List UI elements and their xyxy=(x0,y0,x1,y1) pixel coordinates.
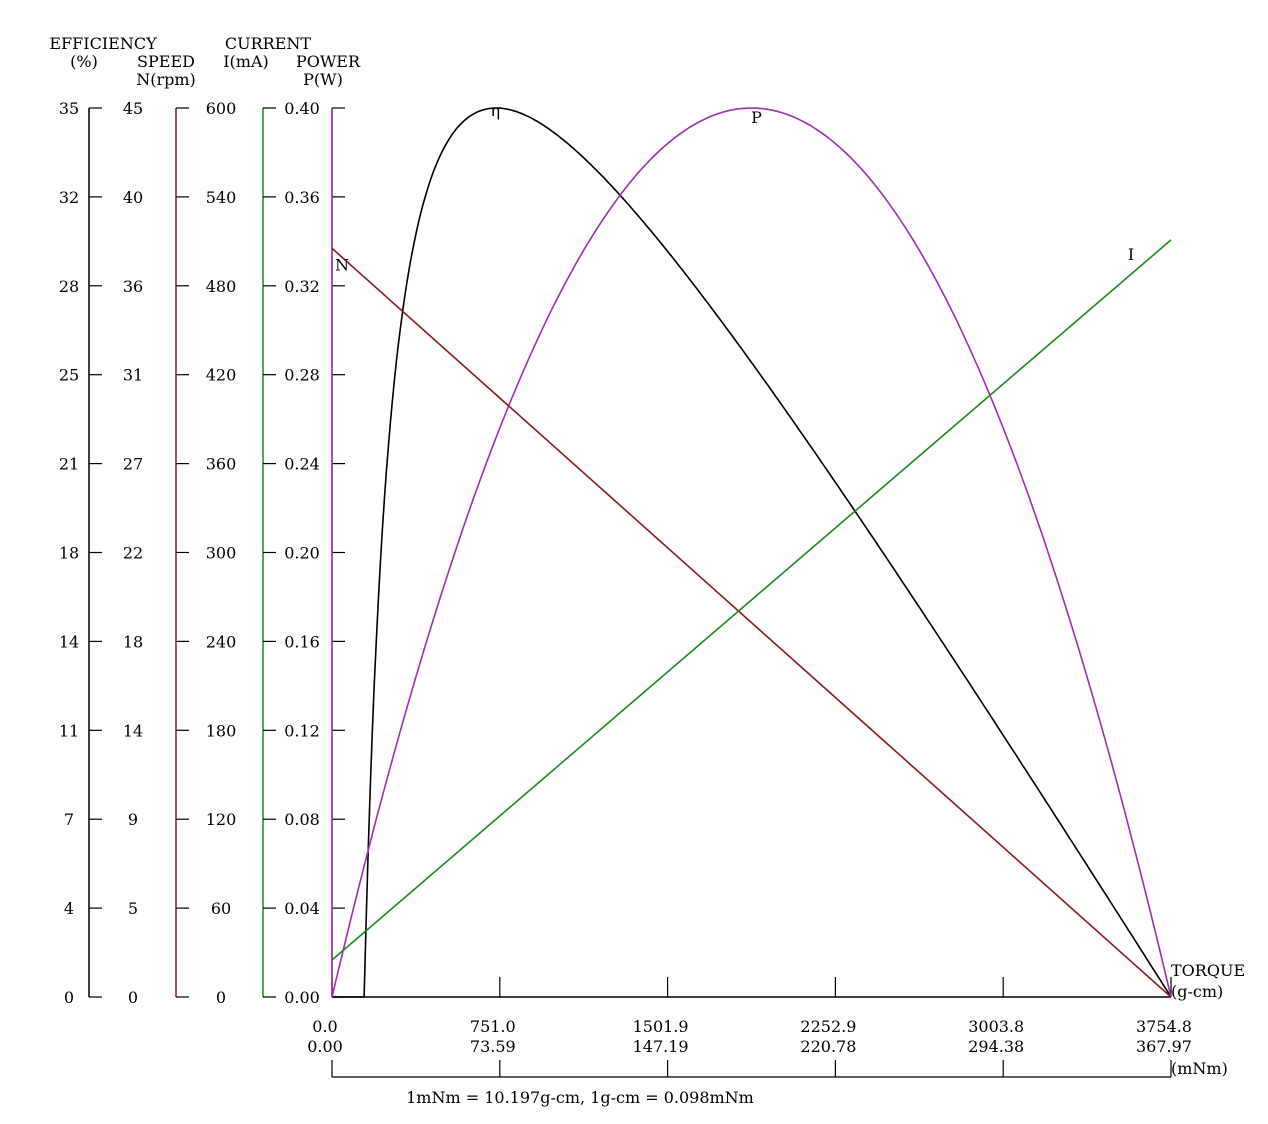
speed-tick-label: 22 xyxy=(123,544,143,563)
torque-mnm-unit: (mNm) xyxy=(1171,1059,1228,1078)
power-tick-label: 0.24 xyxy=(284,455,320,474)
current-tick-label: 480 xyxy=(206,277,237,296)
current-tick-label: 600 xyxy=(206,99,237,118)
current-axis-title-line-2: I(mA) xyxy=(223,52,269,71)
series-efficiency-curve xyxy=(332,107,1172,998)
power-tick-label: 0.00 xyxy=(284,988,320,1007)
unit-conversion-note: 1mNm = 10.197g-cm, 1g-cm = 0.098mNm xyxy=(406,1088,754,1107)
speed-tick-label: 9 xyxy=(128,810,138,829)
power-tick-label: 0.32 xyxy=(284,277,320,296)
series-power-curve xyxy=(331,107,1172,998)
torque-gcm-tick-label: 2252.9 xyxy=(800,1017,856,1036)
power-axis-title-line-2: P(W) xyxy=(303,70,343,89)
efficiency-tick-label: 11 xyxy=(59,721,79,740)
labels-layer: EFFICIENCY(%) 0 4 7 11 14 18 21 25 28 32 35 SPEEDN(r… xyxy=(49,34,1245,1107)
speed-tick-label: 45 xyxy=(123,99,143,118)
power-tick-label: 0.12 xyxy=(284,721,320,740)
current-tick-label: 60 xyxy=(211,899,231,918)
speed-tick-label: 36 xyxy=(123,277,143,296)
curves-layer xyxy=(331,107,1172,998)
speed-axis-title-line-2: N(rpm) xyxy=(136,70,196,89)
current-tick-label: 240 xyxy=(206,632,237,651)
efficiency-tick-label: 21 xyxy=(59,455,79,474)
efficiency-tick-label: 4 xyxy=(64,899,74,918)
torque-gcm-tick-label: 3754.8 xyxy=(1136,1017,1192,1036)
power-tick-label: 0.40 xyxy=(284,99,320,118)
series-current-curve xyxy=(331,239,1172,961)
power-tick-label: 0.16 xyxy=(284,632,320,651)
power-tick-label: 0.08 xyxy=(284,810,320,829)
efficiency-tick-label: 25 xyxy=(59,366,79,385)
current-axis-title-line-1: CURRENT xyxy=(225,34,312,53)
speed-tick-label: 40 xyxy=(123,188,143,207)
power-tick-label: 0.36 xyxy=(284,188,320,207)
power-tick-label: 0.04 xyxy=(284,899,320,918)
torque-mnm-tick-label: 220.78 xyxy=(800,1037,856,1056)
current-tick-label: 300 xyxy=(206,544,237,563)
efficiency-tick-label: 35 xyxy=(59,99,79,118)
series-speed-label: N xyxy=(335,255,349,274)
torque-gcm-tick-label: 1501.9 xyxy=(633,1017,689,1036)
efficiency-tick-label: 7 xyxy=(64,810,74,829)
efficiency-tick-label: 32 xyxy=(59,188,79,207)
torque-mnm-tick-label: 73.59 xyxy=(470,1037,516,1056)
torque-gcm-tick-label: 0.0 xyxy=(312,1017,337,1036)
power-tick-label: 0.28 xyxy=(284,366,320,385)
series-speed-curve xyxy=(331,247,1172,998)
efficiency-tick-label: 18 xyxy=(59,544,79,563)
series-current-label: I xyxy=(1128,245,1134,264)
speed-tick-label: 27 xyxy=(123,455,143,474)
power-tick-label: 0.20 xyxy=(284,544,320,563)
efficiency-axis-title-line-1: EFFICIENCY xyxy=(49,34,157,53)
current-tick-label: 120 xyxy=(206,810,237,829)
efficiency-tick-label: 14 xyxy=(59,632,79,651)
torque-mnm-tick-label: 147.19 xyxy=(633,1037,689,1056)
efficiency-axis-title-line-2: (%) xyxy=(70,52,98,71)
current-tick-label: 540 xyxy=(206,188,237,207)
current-tick-label: 360 xyxy=(206,455,237,474)
torque-gcm-tick-label: 751.0 xyxy=(470,1017,516,1036)
torque-mnm-tick-label: 367.97 xyxy=(1136,1037,1192,1056)
current-tick-label: 0 xyxy=(216,988,226,1007)
torque-axis-title: TORQUE xyxy=(1171,961,1245,980)
torque-gcm-tick-label: 3003.8 xyxy=(968,1017,1024,1036)
current-tick-label: 420 xyxy=(206,366,237,385)
current-tick-label: 180 xyxy=(206,721,237,740)
speed-tick-label: 0 xyxy=(128,988,138,1007)
power-axis-title-line-1: POWER xyxy=(296,52,361,71)
efficiency-tick-label: 0 xyxy=(64,988,74,1007)
torque-mnm-tick-label: 0.00 xyxy=(307,1037,343,1056)
axes-layer xyxy=(88,107,1172,1078)
efficiency-tick-label: 28 xyxy=(59,277,79,296)
torque-axis-unit: (g-cm) xyxy=(1171,982,1223,1001)
series-power-label: P xyxy=(751,108,762,127)
speed-tick-label: 14 xyxy=(123,721,143,740)
speed-axis-title-line-1: SPEED xyxy=(137,52,195,71)
speed-tick-label: 18 xyxy=(123,632,143,651)
speed-tick-label: 31 xyxy=(123,366,143,385)
series-efficiency-label: η xyxy=(490,101,500,120)
speed-tick-label: 5 xyxy=(128,899,138,918)
torque-mnm-tick-label: 294.38 xyxy=(968,1037,1024,1056)
